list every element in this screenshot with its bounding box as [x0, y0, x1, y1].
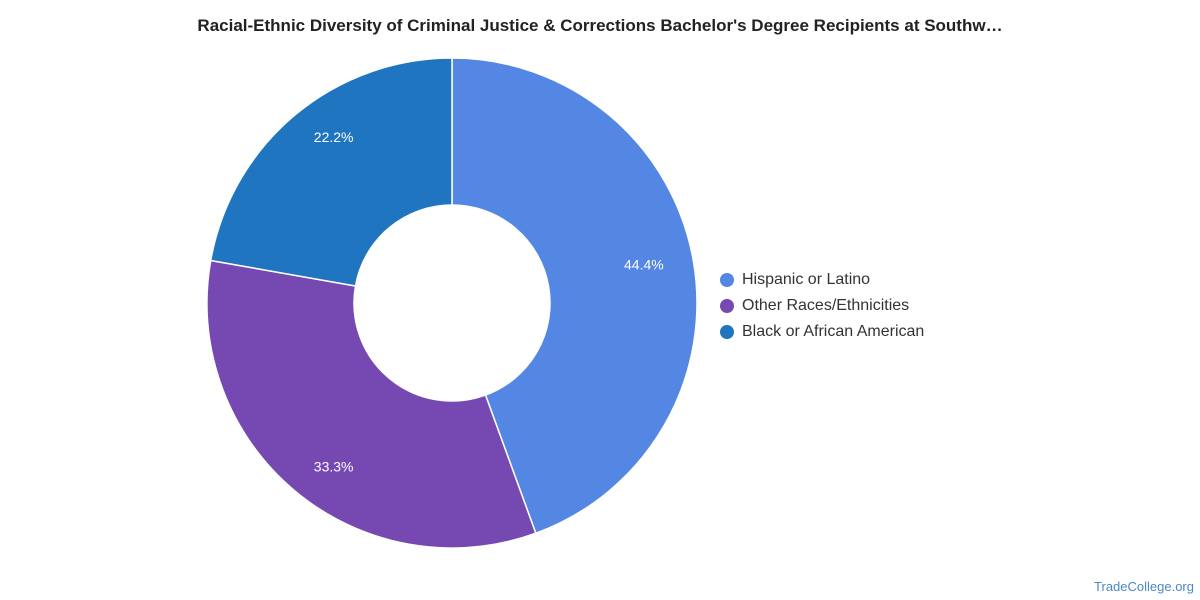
slice-value-label: 44.4%	[624, 256, 664, 272]
legend-label: Other Races/Ethnicities	[742, 297, 910, 314]
chart-title: Racial-Ethnic Diversity of Criminal Just…	[197, 16, 1003, 35]
pie-slice[interactable]	[209, 57, 453, 287]
legend-swatch-icon	[720, 325, 734, 339]
slice-value-label: 33.3%	[314, 458, 354, 474]
legend-item-other-races[interactable]: Other Races/Ethnicities	[720, 293, 924, 319]
pie-slice[interactable]	[206, 259, 537, 549]
source-credit[interactable]: TradeCollege.org	[1094, 579, 1194, 594]
legend-swatch-icon	[720, 273, 734, 287]
legend-label: Hispanic or Latino	[742, 271, 871, 288]
legend-item-black[interactable]: Black or African American	[720, 319, 924, 345]
legend-swatch-icon	[720, 299, 734, 313]
chart-legend: Hispanic or Latino Other Races/Ethniciti…	[720, 267, 924, 345]
legend-label: Black or African American	[742, 323, 925, 340]
pie-slice[interactable]	[451, 57, 698, 535]
legend-item-hispanic[interactable]: Hispanic or Latino	[720, 267, 924, 293]
slice-value-label: 22.2%	[314, 129, 354, 145]
